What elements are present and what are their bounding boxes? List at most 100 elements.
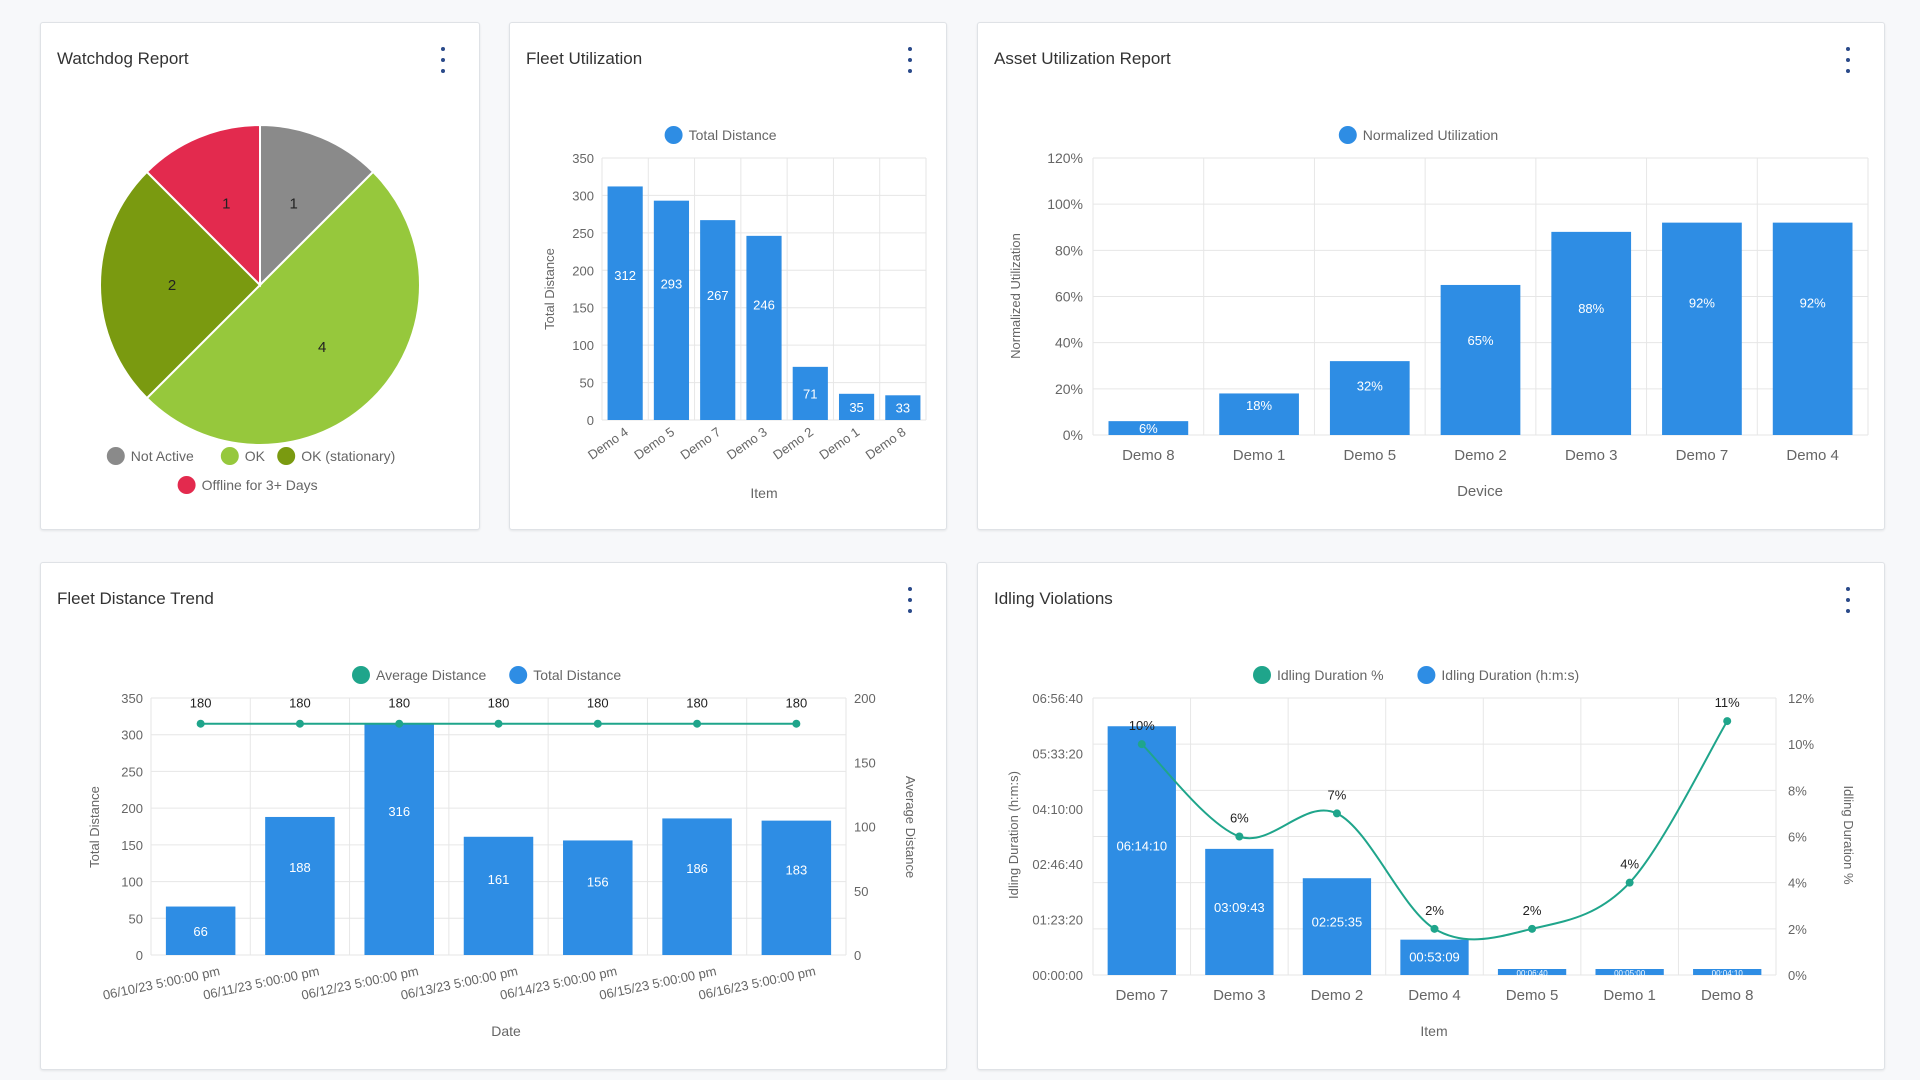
bar-data-label: 186 bbox=[686, 861, 708, 876]
y-tick-label: 250 bbox=[121, 764, 143, 779]
x-tick-label: Demo 2 bbox=[1311, 987, 1364, 1004]
line-data-label: 180 bbox=[388, 696, 410, 711]
kebab-menu-icon[interactable] bbox=[904, 587, 916, 613]
bar-data-label: 66 bbox=[193, 924, 207, 939]
legend-marker bbox=[509, 666, 528, 684]
pie-slice bbox=[145, 170, 421, 446]
asset-utilization-card: Asset Utilization Report 0% 20% 40% 60% 80% 1… bbox=[977, 22, 1885, 530]
bar bbox=[364, 722, 434, 955]
line-point bbox=[1528, 924, 1537, 933]
bar-data-label: 33 bbox=[896, 401, 910, 416]
x-tick-label: Demo 8 bbox=[1701, 987, 1754, 1004]
y-tick-label: 60% bbox=[1055, 289, 1083, 305]
y-right-tick-label: 50 bbox=[854, 884, 868, 899]
y-right-tick-label: 12% bbox=[1788, 691, 1814, 706]
bar bbox=[838, 393, 875, 420]
bar bbox=[563, 840, 633, 955]
y-tick-label: 20% bbox=[1055, 381, 1083, 397]
line-point bbox=[196, 719, 205, 728]
legend-label: OK (stationary) bbox=[301, 448, 395, 464]
y-right-tick-label: 10% bbox=[1788, 737, 1814, 752]
y-axis-label: Idling Duration (h:m:s) bbox=[1006, 771, 1021, 899]
kebab-menu-icon[interactable] bbox=[904, 47, 916, 73]
x-tick-label: Demo 4 bbox=[1786, 447, 1839, 464]
y-tick-label: 02:46:40 bbox=[1032, 857, 1083, 872]
x-tick-label: Demo 5 bbox=[1506, 987, 1559, 1004]
bar-chart: 0 50 100 150 200 250 300 350 312 Demo 4 293 Demo 5 2… bbox=[542, 126, 927, 501]
line-point bbox=[693, 719, 702, 728]
bar bbox=[792, 366, 828, 420]
bar-data-label: 00:06:40 bbox=[1517, 969, 1549, 978]
line-point bbox=[1137, 740, 1146, 749]
pie-slice bbox=[259, 123, 375, 288]
line-point bbox=[1430, 924, 1439, 933]
legend-label: Idling Duration (h:m:s) bbox=[1441, 667, 1579, 683]
card-title: Fleet Utilization bbox=[526, 49, 643, 68]
bar bbox=[746, 235, 782, 420]
legend-label: OK bbox=[245, 448, 266, 464]
legend-label: Not Active bbox=[131, 448, 194, 464]
bar-data-label: 183 bbox=[786, 862, 808, 877]
bar bbox=[463, 836, 534, 955]
kebab-menu-icon[interactable] bbox=[1842, 47, 1854, 73]
x-tick-label: Demo 5 bbox=[1344, 447, 1397, 464]
y-tick-label: 50 bbox=[129, 911, 143, 926]
bar-data-label: 00:05:00 bbox=[1614, 969, 1646, 978]
bar-data-label: 65% bbox=[1467, 333, 1493, 348]
bar bbox=[1219, 393, 1299, 435]
line-data-label: 2% bbox=[1425, 903, 1444, 918]
x-tick-label: Demo 3 bbox=[1213, 987, 1266, 1004]
bar-data-label: 293 bbox=[661, 276, 683, 291]
x-tick-label: Demo 4 bbox=[1408, 987, 1461, 1004]
line-data-label: 2% bbox=[1523, 903, 1542, 918]
line-point bbox=[1723, 717, 1732, 726]
pie-data-label: 4 bbox=[318, 339, 326, 356]
y-tick-label: 06:56:40 bbox=[1032, 691, 1083, 706]
bar-data-label: 03:09:43 bbox=[1214, 900, 1265, 915]
y-right-tick-label: 0 bbox=[854, 948, 861, 963]
bar-data-label: 312 bbox=[614, 268, 636, 283]
line-data-label: 4% bbox=[1620, 857, 1639, 872]
y-right-tick-label: 4% bbox=[1788, 876, 1807, 891]
card-title: Asset Utilization Report bbox=[994, 49, 1171, 68]
x-tick-label: Demo 7 bbox=[1676, 447, 1729, 464]
bar-data-label: 71 bbox=[803, 386, 817, 401]
y-tick-label: 120% bbox=[1047, 150, 1083, 166]
y-axis-label: Total Distance bbox=[87, 786, 102, 868]
y-tick-label: 04:10:00 bbox=[1032, 802, 1083, 817]
y-tick-label: 250 bbox=[572, 226, 594, 241]
y-tick-label: 200 bbox=[572, 263, 594, 278]
pie-data-label: 1 bbox=[290, 196, 298, 213]
bar bbox=[1772, 222, 1853, 435]
bar-data-label: 02:25:35 bbox=[1312, 915, 1363, 930]
y-right-tick-label: 100 bbox=[854, 820, 876, 835]
y-tick-label: 150 bbox=[572, 301, 594, 316]
x-tick-label: Demo 5 bbox=[631, 424, 677, 462]
line-data-label: 180 bbox=[587, 696, 609, 711]
bar bbox=[165, 906, 236, 955]
kebab-menu-icon[interactable] bbox=[437, 47, 449, 73]
y-right-tick-label: 200 bbox=[854, 691, 876, 706]
y-right-axis-label: Idling Duration % bbox=[1841, 786, 1856, 885]
line-point bbox=[1625, 878, 1634, 887]
y-axis-label: Normalized Utilization bbox=[1008, 233, 1023, 359]
pie-data-label: 1 bbox=[222, 196, 230, 213]
x-axis-label: Device bbox=[1457, 483, 1503, 500]
watchdog-report-card: Watchdog Report 1 4 2 1 Not Active OK OK (stat… bbox=[40, 22, 480, 530]
line-data-label: 180 bbox=[786, 696, 808, 711]
bar bbox=[1107, 726, 1176, 975]
y-tick-label: 100 bbox=[121, 875, 143, 890]
line-data-label: 180 bbox=[289, 696, 311, 711]
card-title: Idling Violations bbox=[994, 589, 1113, 608]
x-tick-label: Demo 8 bbox=[863, 424, 909, 462]
bar-data-label: 18% bbox=[1246, 398, 1272, 413]
bar bbox=[1693, 969, 1762, 975]
bar-data-label: 267 bbox=[707, 288, 729, 303]
x-tick-label: Demo 1 bbox=[816, 424, 862, 462]
bar-data-label: 156 bbox=[587, 874, 609, 889]
y-tick-label: 0 bbox=[136, 948, 143, 963]
bar-data-label: 92% bbox=[1689, 296, 1715, 311]
fleet-utilization-card: Fleet Utilization 0 50 100 150 200 250 300 350 3… bbox=[509, 22, 947, 530]
kebab-menu-icon[interactable] bbox=[1842, 587, 1854, 613]
line-data-label: 6% bbox=[1230, 811, 1249, 826]
